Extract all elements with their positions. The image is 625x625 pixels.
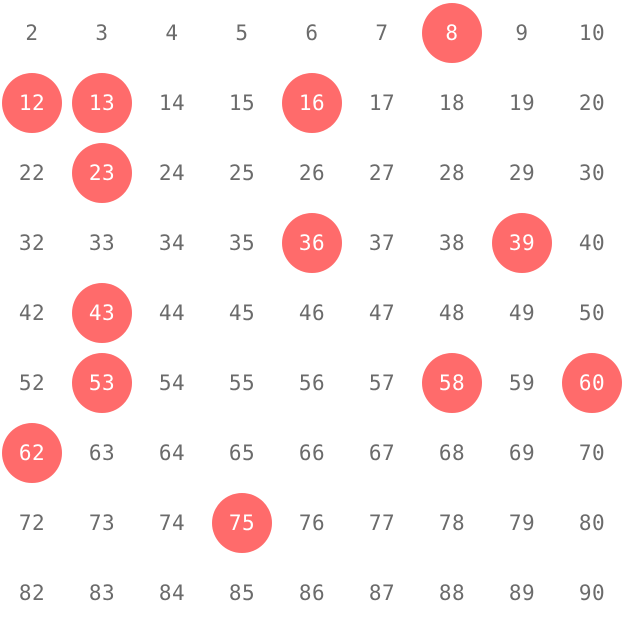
number-cell[interactable]: 3 — [95, 21, 109, 45]
marked-number-cell[interactable]: 16 — [282, 73, 342, 133]
marked-number-cell[interactable]: 23 — [72, 143, 132, 203]
number-cell[interactable]: 2 — [25, 21, 39, 45]
marked-number-cell[interactable]: 13 — [72, 73, 132, 133]
number-cell[interactable]: 40 — [578, 231, 606, 255]
number-cell[interactable]: 27 — [368, 161, 396, 185]
number-cell[interactable]: 24 — [158, 161, 186, 185]
number-cell[interactable]: 26 — [298, 161, 326, 185]
number-cell[interactable]: 57 — [368, 371, 396, 395]
number-cell[interactable]: 80 — [578, 511, 606, 535]
number-cell[interactable]: 50 — [578, 301, 606, 325]
marked-number-cell[interactable]: 62 — [2, 423, 62, 483]
number-cell[interactable]: 29 — [508, 161, 536, 185]
number-cell[interactable]: 67 — [368, 441, 396, 465]
number-cell[interactable]: 19 — [508, 91, 536, 115]
marked-number-cell[interactable]: 39 — [492, 213, 552, 273]
number-cell[interactable]: 34 — [158, 231, 186, 255]
number-cell[interactable]: 37 — [368, 231, 396, 255]
number-cell[interactable]: 44 — [158, 301, 186, 325]
number-cell[interactable]: 64 — [158, 441, 186, 465]
number-cell[interactable]: 69 — [508, 441, 536, 465]
number-cell[interactable]: 90 — [578, 581, 606, 605]
number-cell[interactable]: 83 — [88, 581, 116, 605]
number-cell[interactable]: 52 — [18, 371, 46, 395]
marked-number-cell[interactable]: 53 — [72, 353, 132, 413]
number-cell[interactable]: 7 — [375, 21, 389, 45]
marked-number-cell[interactable]: 36 — [282, 213, 342, 273]
number-cell[interactable]: 22 — [18, 161, 46, 185]
number-cell[interactable]: 55 — [228, 371, 256, 395]
number-cell[interactable]: 25 — [228, 161, 256, 185]
number-cell[interactable]: 79 — [508, 511, 536, 535]
number-cell[interactable]: 46 — [298, 301, 326, 325]
number-cell[interactable]: 35 — [228, 231, 256, 255]
number-cell[interactable]: 63 — [88, 441, 116, 465]
number-cell[interactable]: 85 — [228, 581, 256, 605]
number-cell[interactable]: 87 — [368, 581, 396, 605]
number-cell[interactable]: 74 — [158, 511, 186, 535]
number-cell[interactable]: 88 — [438, 581, 466, 605]
number-cell[interactable]: 33 — [88, 231, 116, 255]
number-cell[interactable]: 70 — [578, 441, 606, 465]
number-cell[interactable]: 9 — [515, 21, 529, 45]
number-cell[interactable]: 54 — [158, 371, 186, 395]
number-cell[interactable]: 30 — [578, 161, 606, 185]
number-cell[interactable]: 49 — [508, 301, 536, 325]
marked-number-cell[interactable]: 58 — [422, 353, 482, 413]
number-cell[interactable]: 47 — [368, 301, 396, 325]
number-cell[interactable]: 68 — [438, 441, 466, 465]
number-cell[interactable]: 72 — [18, 511, 46, 535]
number-cell[interactable]: 42 — [18, 301, 46, 325]
number-cell[interactable]: 20 — [578, 91, 606, 115]
number-cell[interactable]: 78 — [438, 511, 466, 535]
number-cell[interactable]: 82 — [18, 581, 46, 605]
number-cell[interactable]: 56 — [298, 371, 326, 395]
number-cell[interactable]: 6 — [305, 21, 319, 45]
number-cell[interactable]: 5 — [235, 21, 249, 45]
marked-number-cell[interactable]: 60 — [562, 353, 622, 413]
number-cell[interactable]: 14 — [158, 91, 186, 115]
number-cell[interactable]: 84 — [158, 581, 186, 605]
number-cell[interactable]: 45 — [228, 301, 256, 325]
marked-number-cell[interactable]: 8 — [422, 3, 482, 63]
number-cell[interactable]: 86 — [298, 581, 326, 605]
marked-number-cell[interactable]: 43 — [72, 283, 132, 343]
number-cell[interactable]: 77 — [368, 511, 396, 535]
number-cell[interactable]: 15 — [228, 91, 256, 115]
number-cell[interactable]: 89 — [508, 581, 536, 605]
number-cell[interactable]: 18 — [438, 91, 466, 115]
number-cell[interactable]: 17 — [368, 91, 396, 115]
number-cell[interactable]: 4 — [165, 21, 179, 45]
number-cell[interactable]: 59 — [508, 371, 536, 395]
number-cell[interactable]: 65 — [228, 441, 256, 465]
marked-number-cell[interactable]: 12 — [2, 73, 62, 133]
number-cell[interactable]: 32 — [18, 231, 46, 255]
marked-number-cell[interactable]: 75 — [212, 493, 272, 553]
number-cell[interactable]: 48 — [438, 301, 466, 325]
number-cell[interactable]: 73 — [88, 511, 116, 535]
number-cell[interactable]: 76 — [298, 511, 326, 535]
number-cell[interactable]: 38 — [438, 231, 466, 255]
number-cell[interactable]: 66 — [298, 441, 326, 465]
number-cell[interactable]: 10 — [578, 21, 606, 45]
number-cell[interactable]: 28 — [438, 161, 466, 185]
